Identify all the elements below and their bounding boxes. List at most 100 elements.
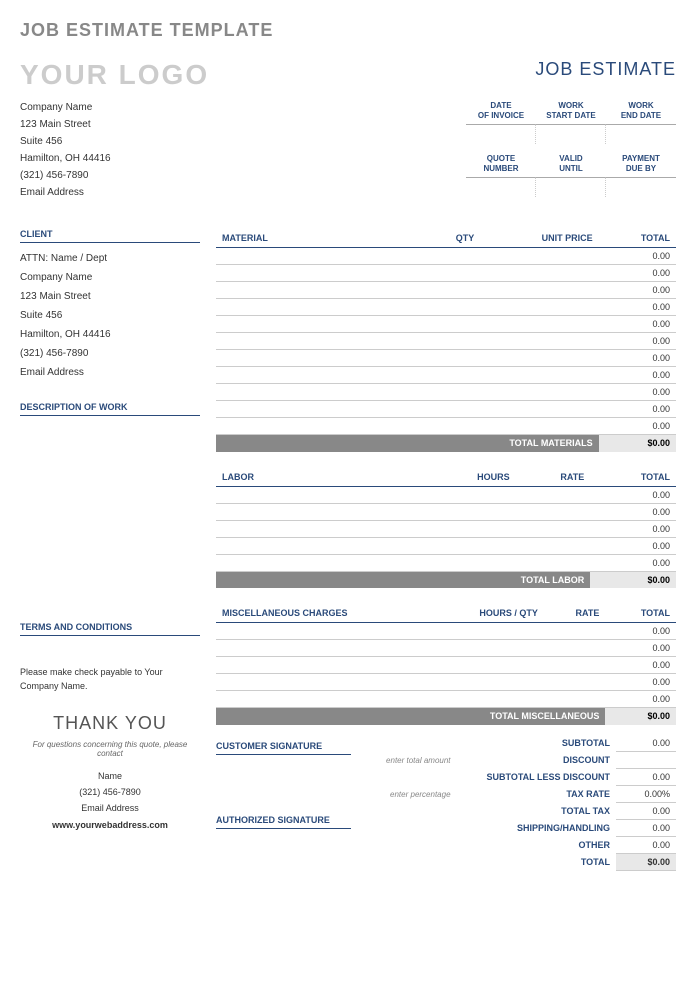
- table-cell[interactable]: [480, 333, 598, 350]
- table-cell[interactable]: [216, 265, 423, 282]
- table-cell[interactable]: [216, 691, 423, 708]
- table-cell[interactable]: [544, 623, 605, 640]
- table-cell[interactable]: [480, 248, 598, 265]
- table-cell[interactable]: [216, 333, 423, 350]
- date-box-value[interactable]: [536, 124, 606, 144]
- table-cell[interactable]: [216, 674, 423, 691]
- table-cell[interactable]: [423, 418, 480, 435]
- table-cell[interactable]: 0.00: [590, 503, 676, 520]
- table-cell[interactable]: 0.00: [599, 350, 676, 367]
- table-cell[interactable]: [423, 623, 544, 640]
- table-cell[interactable]: [423, 316, 480, 333]
- date-box-value[interactable]: [466, 124, 536, 144]
- table-cell[interactable]: [216, 299, 423, 316]
- table-cell[interactable]: [480, 350, 598, 367]
- table-cell[interactable]: [423, 384, 480, 401]
- table-cell[interactable]: [216, 367, 423, 384]
- table-cell[interactable]: 0.00: [599, 299, 676, 316]
- table-cell[interactable]: [480, 367, 598, 384]
- table-cell[interactable]: [423, 350, 480, 367]
- table-cell[interactable]: [423, 282, 480, 299]
- date-box-label: WORKEND DATE: [606, 99, 676, 124]
- table-cell[interactable]: [423, 486, 516, 503]
- table-cell[interactable]: [516, 503, 591, 520]
- totaltax-value: 0.00: [616, 803, 676, 820]
- table-cell[interactable]: 0.00: [599, 367, 676, 384]
- terms-label: TERMS AND CONDITIONS: [20, 622, 200, 636]
- table-cell[interactable]: 0.00: [590, 486, 676, 503]
- date-box-value[interactable]: [466, 177, 536, 197]
- table-cell[interactable]: [544, 674, 605, 691]
- table-cell[interactable]: [480, 418, 598, 435]
- table-cell[interactable]: 0.00: [599, 248, 676, 265]
- table-cell[interactable]: 0.00: [605, 674, 676, 691]
- table-cell[interactable]: [423, 265, 480, 282]
- table-cell[interactable]: [216, 537, 423, 554]
- table-cell[interactable]: [423, 657, 544, 674]
- table-cell[interactable]: 0.00: [605, 691, 676, 708]
- table-cell[interactable]: 0.00: [605, 640, 676, 657]
- discount-value[interactable]: [616, 752, 676, 769]
- table-cell[interactable]: 0.00: [599, 265, 676, 282]
- table-cell[interactable]: [423, 333, 480, 350]
- table-cell[interactable]: [423, 299, 480, 316]
- table-cell[interactable]: [216, 486, 423, 503]
- table-cell[interactable]: [516, 554, 591, 571]
- table-cell[interactable]: [544, 640, 605, 657]
- table-cell[interactable]: 0.00: [599, 418, 676, 435]
- table-cell[interactable]: [516, 537, 591, 554]
- table-cell[interactable]: [216, 384, 423, 401]
- table-cell[interactable]: [423, 554, 516, 571]
- table-cell[interactable]: 0.00: [590, 537, 676, 554]
- thank-you-subtitle: For questions concerning this quote, ple…: [20, 740, 200, 758]
- table-row: 0.00: [216, 537, 676, 554]
- table-cell[interactable]: [216, 623, 423, 640]
- table-cell[interactable]: 0.00: [590, 554, 676, 571]
- table-cell[interactable]: [516, 486, 591, 503]
- date-box-value[interactable]: [606, 124, 676, 144]
- table-cell[interactable]: [216, 520, 423, 537]
- table-cell[interactable]: [423, 691, 544, 708]
- date-box-value[interactable]: [606, 177, 676, 197]
- table-cell[interactable]: [216, 657, 423, 674]
- table-cell[interactable]: [423, 674, 544, 691]
- table-cell[interactable]: [423, 640, 544, 657]
- summary-table: SUBTOTAL0.00 enter total amountDISCOUNT …: [367, 735, 676, 872]
- table-cell[interactable]: 0.00: [599, 384, 676, 401]
- table-cell[interactable]: 0.00: [599, 401, 676, 418]
- table-cell[interactable]: 0.00: [605, 623, 676, 640]
- table-cell[interactable]: [216, 640, 423, 657]
- table-cell[interactable]: [423, 248, 480, 265]
- table-cell[interactable]: 0.00: [599, 282, 676, 299]
- table-cell[interactable]: [423, 367, 480, 384]
- table-cell[interactable]: [423, 537, 516, 554]
- table-cell[interactable]: [480, 384, 598, 401]
- table-cell[interactable]: [216, 418, 423, 435]
- table-cell[interactable]: [480, 316, 598, 333]
- table-cell[interactable]: [423, 401, 480, 418]
- table-cell[interactable]: [544, 657, 605, 674]
- table-cell[interactable]: [216, 248, 423, 265]
- table-cell[interactable]: 0.00: [599, 333, 676, 350]
- table-cell[interactable]: [480, 265, 598, 282]
- table-cell[interactable]: [544, 691, 605, 708]
- table-cell[interactable]: [216, 401, 423, 418]
- table-cell[interactable]: 0.00: [599, 316, 676, 333]
- table-cell[interactable]: 0.00: [590, 520, 676, 537]
- table-cell[interactable]: [480, 299, 598, 316]
- table-cell[interactable]: [216, 554, 423, 571]
- taxrate-value[interactable]: 0.00%: [616, 786, 676, 803]
- table-cell[interactable]: [216, 503, 423, 520]
- total-row: TOTAL MISCELLANEOUS$0.00: [216, 708, 676, 725]
- table-cell[interactable]: [516, 520, 591, 537]
- date-box-value[interactable]: [536, 177, 606, 197]
- table-cell[interactable]: [216, 282, 423, 299]
- table-cell[interactable]: [216, 350, 423, 367]
- table-cell[interactable]: [480, 282, 598, 299]
- table-cell[interactable]: [216, 316, 423, 333]
- less-discount-label: SUBTOTAL LESS DISCOUNT: [457, 769, 616, 786]
- table-cell[interactable]: [480, 401, 598, 418]
- table-cell[interactable]: 0.00: [605, 657, 676, 674]
- table-cell[interactable]: [423, 520, 516, 537]
- table-cell[interactable]: [423, 503, 516, 520]
